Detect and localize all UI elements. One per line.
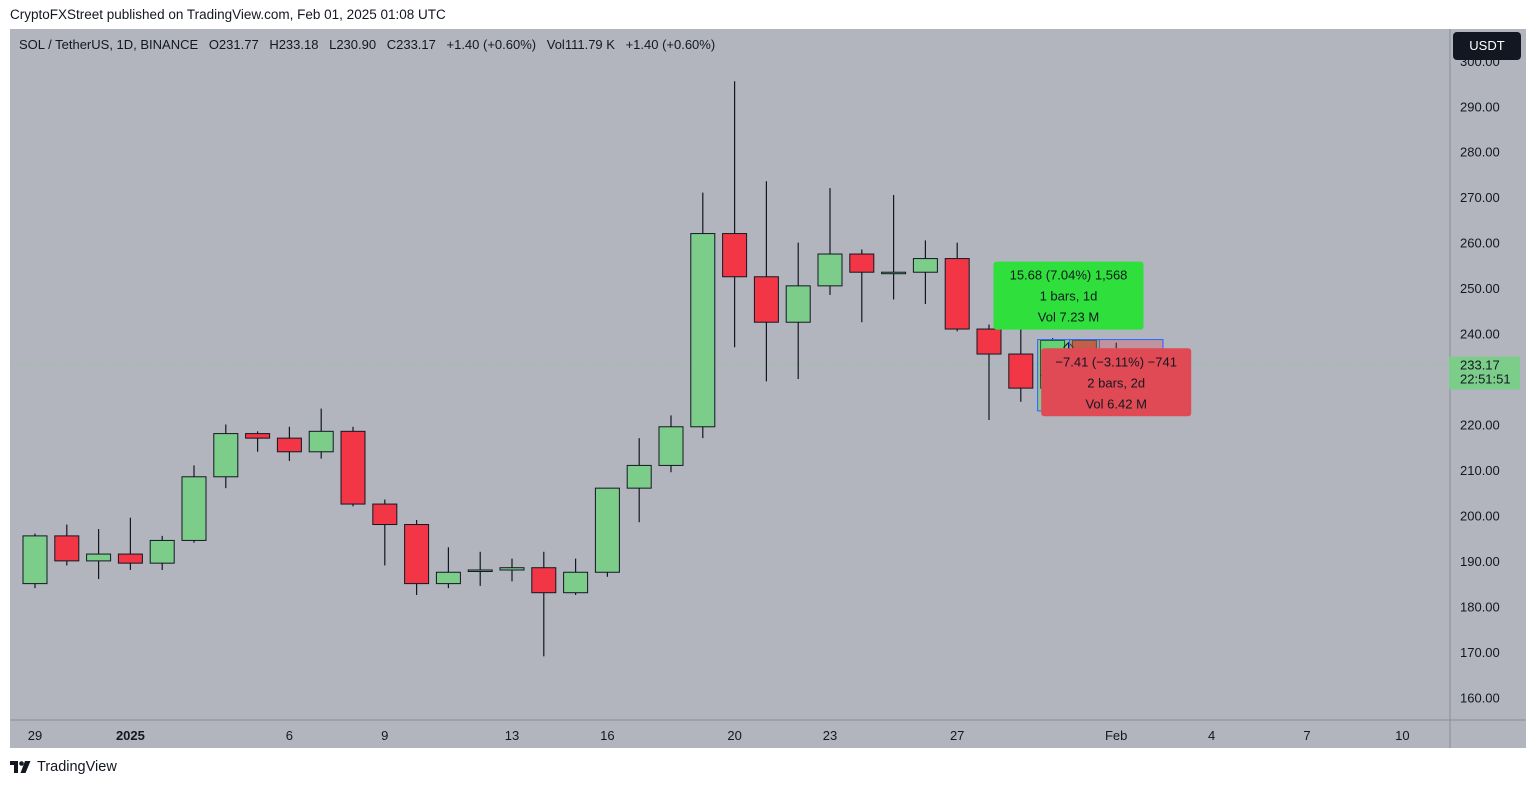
time-tick-label: 9 [381, 728, 388, 743]
last-price-text: 233.17 [1460, 358, 1500, 373]
price-tick-label: 180.00 [1460, 599, 1500, 614]
price-tick-label: 240.00 [1460, 327, 1500, 342]
time-axis-background [10, 720, 1526, 748]
candle-body [849, 253, 875, 273]
published-caption: CryptoFXStreet published on TradingView.… [10, 7, 446, 22]
candle-body [149, 539, 175, 564]
candle-body [54, 535, 80, 562]
currency-button[interactable]: USDT [1453, 32, 1521, 60]
last-price-badge-bg [1449, 356, 1520, 390]
candle-body [881, 271, 907, 275]
time-tick-label: 16 [600, 728, 614, 743]
candle-body [626, 464, 652, 489]
candle-body [976, 328, 1002, 355]
bar-countdown-text: 22:51:51 [1460, 372, 1511, 387]
ohlc-change: +1.40 (+0.60%) [446, 37, 537, 52]
time-axis[interactable]: 29 2025 6 9 13 16 20 23 27 Feb 4 7 10 [28, 728, 1410, 743]
arrow-up-icon [1063, 341, 1074, 348]
candle-body [372, 503, 398, 526]
measurement-layer[interactable]: 15.68 (7.04%) 1,568 1 bars, 1d Vol 7.23 M −… [993, 261, 1192, 417]
candle-body [117, 553, 143, 564]
candle-body [690, 233, 716, 428]
price-tick-label: 220.00 [1460, 418, 1500, 433]
measure-label-text: −7.41 (−3.11%) −741 [1055, 354, 1177, 369]
last-price-badge: 233.17 22:51:51 [1449, 356, 1520, 390]
tradingview-brand[interactable]: TradingView [10, 759, 117, 775]
price-tick-label: 280.00 [1460, 145, 1500, 160]
time-tick-label: 20 [727, 728, 741, 743]
candle-body [245, 433, 271, 439]
plot-background [10, 29, 1450, 720]
ohlc-open: O231.77 [208, 37, 259, 52]
measure-label-box [993, 261, 1144, 330]
price-tick-label: 200.00 [1460, 508, 1500, 523]
time-tick-label: 23 [823, 728, 837, 743]
candle-body [722, 233, 748, 278]
measure-label-box [1041, 348, 1192, 417]
measure-label-text: 2 bars, 2d [1087, 375, 1145, 390]
candle-body [181, 476, 207, 541]
price-tick-label: 160.00 [1460, 690, 1500, 705]
candle-body [817, 253, 843, 287]
price-tick-label: 210.00 [1460, 463, 1500, 478]
symbol-legend: SOL / TetherUS, 1D, BINANCE O231.77 H233… [19, 37, 722, 52]
volume-change: +1.40 (+0.60%) [625, 37, 716, 52]
candle-body [276, 437, 302, 453]
brand-label: TradingView [37, 759, 117, 775]
volume-value: Vol111.79 K [546, 37, 615, 52]
candle-body [785, 285, 811, 323]
candle-body [753, 276, 779, 323]
price-tick-label: 270.00 [1460, 190, 1500, 205]
time-tick-label: 13 [505, 728, 519, 743]
measure-label-text: Vol 6.42 M [1085, 396, 1146, 411]
candle-body [912, 258, 938, 273]
candle-body [531, 567, 557, 594]
candle-body [340, 430, 366, 505]
time-tick-label: 7 [1303, 728, 1310, 743]
price-tick-label: 260.00 [1460, 236, 1500, 251]
ohlc-high: H233.18 [269, 37, 319, 52]
time-tick-label: Feb [1105, 728, 1127, 743]
price-tick-label: 170.00 [1460, 645, 1500, 660]
ohlc-low: L230.90 [329, 37, 377, 52]
measure-label-text: Vol 7.23 M [1038, 310, 1099, 325]
price-axis[interactable]: 300.00290.00280.00270.00260.00250.00240.… [1460, 54, 1500, 705]
measure-label-text: 15.68 (7.04%) 1,568 [1010, 268, 1128, 283]
ohlc-close: C233.17 [386, 37, 436, 52]
time-tick-label: 27 [950, 728, 964, 743]
candle-body [499, 567, 525, 571]
candle-body [308, 430, 334, 453]
time-tick-label: 2025 [116, 728, 145, 743]
time-tick-label: 6 [286, 728, 293, 743]
candle-body [86, 553, 112, 562]
candle-body [1008, 353, 1034, 389]
price-tick-label: 250.00 [1460, 281, 1500, 296]
candle-body [435, 571, 461, 585]
time-tick-label: 4 [1208, 728, 1215, 743]
time-tick-label: 10 [1395, 728, 1409, 743]
candle-body [594, 487, 620, 573]
measure-label-text: 1 bars, 1d [1040, 289, 1098, 304]
candle-body [467, 569, 493, 572]
candle-body [404, 524, 430, 585]
symbol-title[interactable]: SOL / TetherUS, 1D, BINANCE [19, 37, 199, 52]
candle-body [22, 535, 48, 585]
candle-body [944, 258, 970, 330]
candle-body [658, 426, 684, 466]
tradingview-logo-icon [10, 761, 31, 773]
candle-body [563, 571, 589, 594]
time-tick-label: 29 [28, 728, 42, 743]
candle-body [213, 433, 239, 478]
price-tick-label: 290.00 [1460, 99, 1500, 114]
price-tick-label: 190.00 [1460, 554, 1500, 569]
